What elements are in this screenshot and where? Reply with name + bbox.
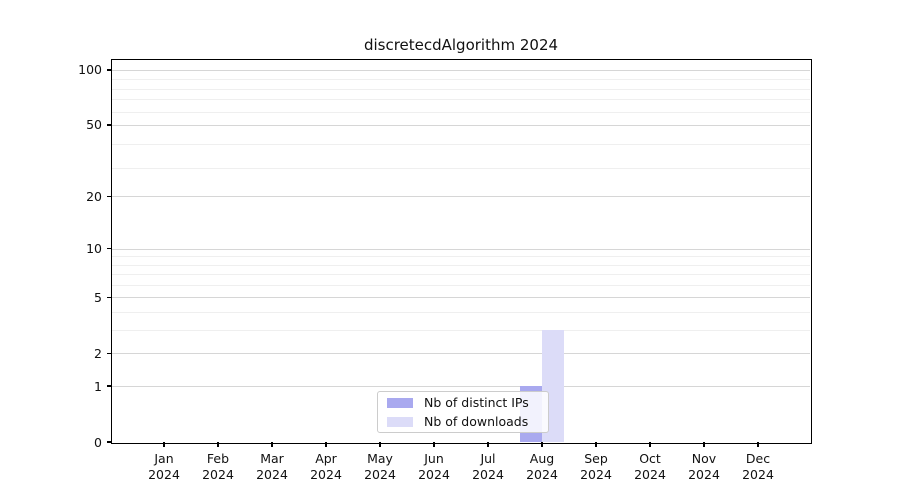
gridline-minor — [112, 274, 810, 276]
gridline-major — [112, 124, 810, 126]
legend: Nb of distinct IPs Nb of downloads — [377, 391, 549, 433]
x-tick-mark — [703, 442, 705, 447]
gridline-minor — [112, 285, 810, 287]
x-tick-mark — [325, 442, 327, 447]
y-tick-label: 50 — [86, 117, 102, 133]
gridline-minor — [112, 111, 810, 113]
bars-layer — [112, 60, 810, 442]
x-tick-label: Apr 2024 — [310, 451, 342, 482]
y-tick-mark — [107, 195, 112, 198]
legend-label-downloads: Nb of downloads — [424, 414, 529, 429]
gridlines-layer — [112, 60, 810, 442]
x-tick-mark — [757, 442, 759, 447]
gridline-major — [112, 353, 810, 355]
gridline-major — [112, 386, 810, 388]
legend-item-downloads: Nb of downloads — [387, 414, 539, 429]
gridline-minor — [112, 144, 810, 146]
y-tick-label: 20 — [86, 188, 102, 204]
y-tick-mark — [107, 69, 112, 71]
x-tick-label: Jun 2024 — [418, 451, 450, 482]
y-tick-mark — [107, 124, 112, 126]
x-tick-mark — [595, 442, 597, 447]
gridline-minor — [112, 88, 810, 90]
legend-swatch-downloads — [387, 416, 413, 427]
gridline-minor — [112, 330, 810, 332]
gridline-minor — [112, 264, 810, 266]
y-tick-label: 5 — [94, 289, 102, 305]
legend-label-distinct-ips: Nb of distinct IPs — [424, 395, 529, 410]
x-tick-label: Oct 2024 — [634, 451, 666, 482]
legend-swatch-distinct-ips — [387, 397, 413, 408]
y-tick-label: 100 — [78, 62, 102, 78]
x-tick-label: Aug 2024 — [526, 451, 558, 482]
x-tick-mark — [487, 442, 489, 447]
x-tick-label: Feb 2024 — [202, 451, 234, 482]
plot-area: Nb of distinct IPs Nb of downloads — [110, 58, 812, 444]
y-tick-mark — [107, 441, 112, 443]
x-tick-label: Dec 2024 — [742, 451, 774, 482]
gridline-major — [112, 196, 810, 198]
y-tick-label: 2 — [94, 345, 102, 361]
x-tick-label: Jul 2024 — [472, 451, 504, 482]
x-tick-label: Sep 2024 — [580, 451, 612, 482]
x-tick-mark — [379, 442, 381, 447]
legend-item-distinct-ips: Nb of distinct IPs — [387, 395, 539, 410]
gridline-minor — [112, 312, 810, 314]
y-tick-mark — [107, 296, 112, 299]
x-tick-mark — [163, 442, 165, 447]
gridline-minor — [112, 99, 810, 101]
x-tick-label: Jan 2024 — [148, 451, 180, 482]
gridline-major — [112, 248, 810, 250]
x-tick-mark — [433, 442, 435, 447]
x-tick-label: May 2024 — [364, 451, 396, 482]
y-tick-label: 1 — [94, 378, 102, 394]
x-tick-mark — [217, 442, 219, 447]
x-tick-mark — [271, 442, 273, 447]
y-tick-label: 0 — [94, 434, 102, 450]
chart-title: discretecdAlgorithm 2024 — [363, 36, 559, 54]
gridline-minor — [112, 167, 810, 169]
y-tick-mark — [107, 352, 112, 355]
y-tick-mark — [107, 385, 112, 387]
x-tick-mark — [541, 442, 543, 447]
x-tick-label: Mar 2024 — [256, 451, 288, 482]
x-tick-mark — [649, 442, 651, 447]
x-tick-label: Nov 2024 — [688, 451, 720, 482]
y-tick-mark — [107, 247, 112, 250]
gridline-minor — [112, 79, 810, 81]
y-tick-label: 10 — [86, 241, 102, 257]
gridline-major — [112, 69, 810, 71]
gridline-minor — [112, 256, 810, 258]
gridline-major — [112, 297, 810, 299]
